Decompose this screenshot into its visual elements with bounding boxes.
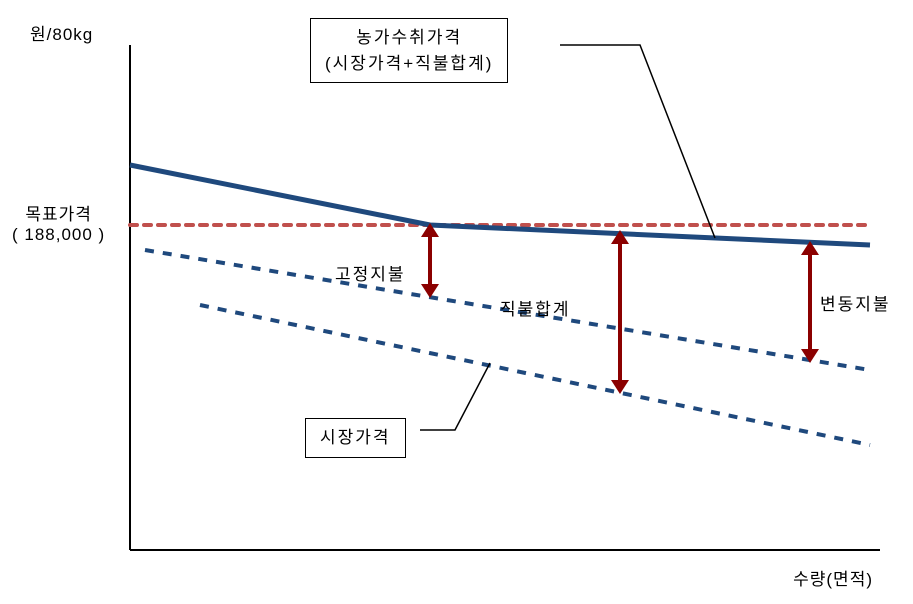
market-price-leader <box>420 363 490 430</box>
chart-svg <box>0 0 913 604</box>
market-price-line <box>200 305 870 445</box>
farm-price-callout: 농가수취가격 (시장가격+직불합계) <box>310 18 508 83</box>
farm-price-leader <box>560 45 715 238</box>
x-axis-label: 수량(면적) <box>793 565 873 590</box>
target-price-label-line2: ( 188,000 ) <box>12 225 105 245</box>
arrow-variable-payment <box>801 241 819 363</box>
y-axis-label: 원/80kg <box>30 20 93 45</box>
arrow-total-payment <box>611 230 629 394</box>
farm-price-callout-line1: 농가수취가격 <box>325 25 493 51</box>
arrow-fixed-payment <box>421 223 439 298</box>
variable-payment-label: 변동지불 <box>820 290 891 315</box>
market-price-callout-text: 시장가격 <box>320 428 391 447</box>
fixed-payment-label: 고정지불 <box>335 260 406 285</box>
target-price-label-line1: 목표가격 <box>12 200 105 225</box>
farm-price-line <box>130 165 870 245</box>
total-payment-label: 직불합계 <box>500 295 571 320</box>
chart-container: 원/80kg 수량(면적) 목표가격 ( 188,000 ) 농가수취가격 (시… <box>0 0 913 604</box>
farm-price-callout-line2: (시장가격+직불합계) <box>325 51 493 77</box>
market-price-callout: 시장가격 <box>305 418 406 458</box>
target-price-label: 목표가격 ( 188,000 ) <box>12 200 105 245</box>
